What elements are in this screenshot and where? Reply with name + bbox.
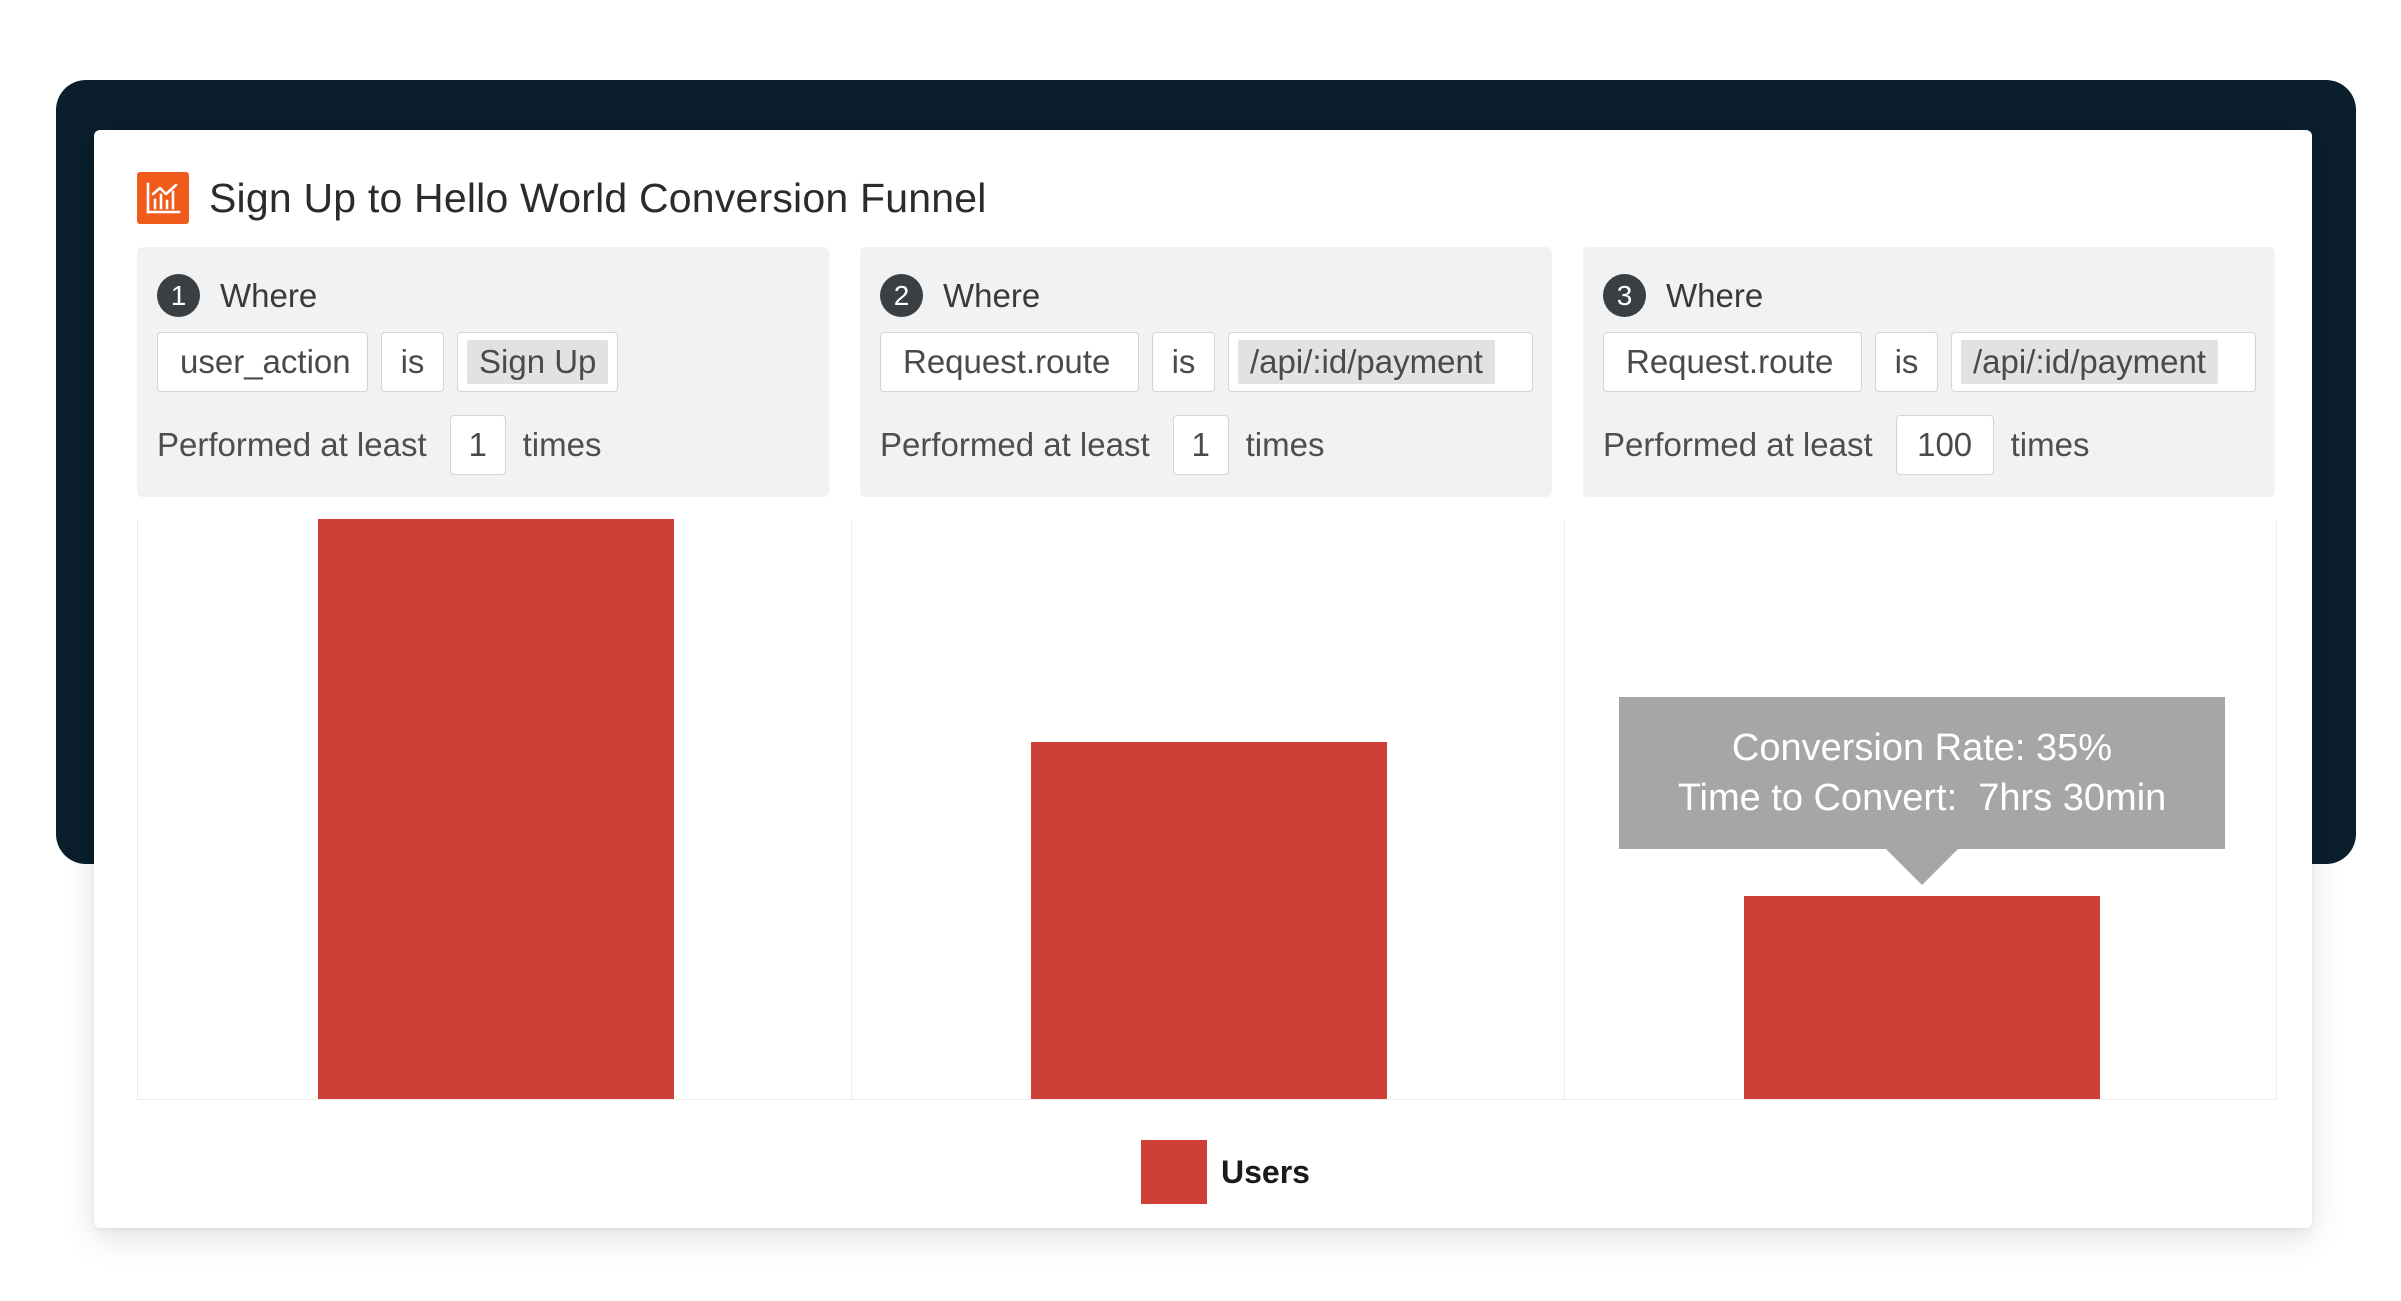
step-frequency-row: Performed at least 1 times	[880, 415, 1324, 475]
value-input[interactable]: /api/:id/payment	[1951, 332, 2256, 392]
value-input[interactable]: Sign Up	[457, 332, 618, 392]
funnel-bar-step-1[interactable]	[318, 519, 674, 1099]
step-frequency-row: Performed at least 1 times	[157, 415, 601, 475]
times-label: times	[1245, 426, 1325, 463]
step-header: 3 Where	[1603, 274, 1763, 317]
step-header: 2 Where	[880, 274, 1040, 317]
performed-at-least-label: Performed at least	[880, 426, 1150, 463]
legend-swatch	[1141, 1140, 1207, 1204]
count-input[interactable]: 100	[1895, 415, 1994, 475]
step-where-label: Where	[1666, 276, 1764, 314]
value-text: /api/:id/payment	[1961, 340, 2218, 384]
step-condition-row: user_action is Sign Up	[157, 332, 631, 392]
value-text: Sign Up	[467, 340, 609, 384]
operator-select[interactable]: is	[1875, 332, 1938, 392]
times-label: times	[2010, 426, 2090, 463]
step-number-badge: 2	[880, 274, 923, 317]
funnel-header: Sign Up to Hello World Conversion Funnel	[137, 170, 987, 226]
column-divider	[1564, 520, 1565, 1099]
times-label: times	[522, 426, 602, 463]
step-number-badge: 1	[157, 274, 200, 317]
field-select[interactable]: Request.route	[1603, 332, 1862, 392]
step-frequency-row: Performed at least 100 times	[1603, 415, 2089, 475]
value-input[interactable]: /api/:id/payment	[1228, 332, 1533, 392]
performed-at-least-label: Performed at least	[1603, 426, 1873, 463]
step-number-badge: 3	[1603, 274, 1646, 317]
value-text: /api/:id/payment	[1238, 340, 1495, 384]
count-input[interactable]: 1	[449, 415, 506, 475]
column-divider	[851, 520, 852, 1099]
funnel-step-2: 2 Where Request.route is /api/:id/paymen…	[860, 247, 1552, 497]
bar-chart-icon	[137, 172, 189, 224]
funnel-step-3: 3 Where Request.route is /api/:id/paymen…	[1583, 247, 2275, 497]
time-to-convert-text: Time to Convert: 7hrs 30min	[1677, 777, 2167, 819]
performed-at-least-label: Performed at least	[157, 426, 427, 463]
step-condition-row: Request.route is /api/:id/payment	[1603, 332, 2269, 392]
step-where-label: Where	[943, 276, 1041, 314]
funnel-step-1: 1 Where user_action is Sign Up Performed…	[137, 247, 829, 497]
step-condition-row: Request.route is /api/:id/payment	[880, 332, 1546, 392]
step-where-label: Where	[220, 276, 318, 314]
count-input[interactable]: 1	[1172, 415, 1229, 475]
funnel-card: Sign Up to Hello World Conversion Funnel…	[94, 130, 2312, 1228]
funnel-bar-step-3[interactable]	[1744, 896, 2100, 1099]
legend-label: Users	[1221, 1153, 1310, 1190]
conversion-tooltip: Conversion Rate: 35% Time to Convert: 7h…	[1619, 697, 2225, 885]
field-select[interactable]: user_action	[157, 332, 368, 392]
field-select[interactable]: Request.route	[880, 332, 1139, 392]
operator-select[interactable]: is	[381, 332, 444, 392]
funnel-chart: Conversion Rate: 35% Time to Convert: 7h…	[137, 519, 2277, 1100]
chart-legend: Users	[1141, 1140, 1310, 1204]
funnel-bar-step-2[interactable]	[1031, 742, 1387, 1099]
operator-select[interactable]: is	[1152, 332, 1215, 392]
conversion-rate-text: Conversion Rate: 35%	[1731, 727, 2113, 769]
step-header: 1 Where	[157, 274, 317, 317]
funnel-title: Sign Up to Hello World Conversion Funnel	[209, 174, 987, 221]
